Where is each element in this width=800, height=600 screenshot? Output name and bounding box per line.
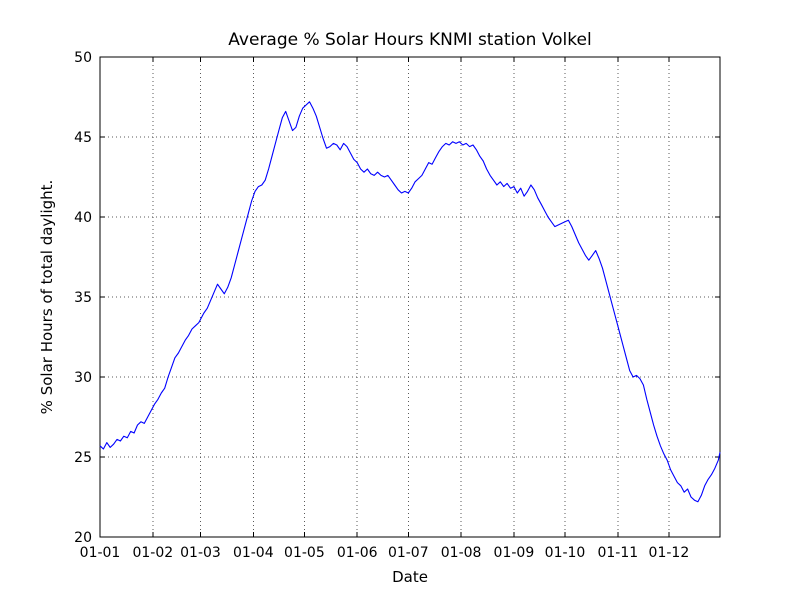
x-tick-label: 01-07 — [388, 545, 429, 561]
y-tick-label: 40 — [74, 210, 92, 226]
x-tick-label: 01-03 — [180, 545, 221, 561]
x-tick-label: 01-09 — [494, 545, 535, 561]
y-tick-label: 50 — [74, 50, 92, 66]
x-tick-label: 01-06 — [337, 545, 378, 561]
y-tick-label: 25 — [74, 450, 92, 466]
x-tick-label: 01-01 — [80, 545, 121, 561]
y-tick-label: 30 — [74, 370, 92, 386]
y-axis-label: % Solar Hours of total daylight. — [38, 179, 56, 415]
x-axis-label: Date — [392, 568, 428, 586]
data-line — [99, 101, 721, 503]
x-tick-label: 01-11 — [597, 545, 638, 561]
x-tick-label: 01-04 — [233, 545, 274, 561]
y-tick-label: 35 — [74, 290, 92, 306]
x-tick-label: 01-02 — [132, 545, 173, 561]
x-tick-label: 01-05 — [284, 545, 325, 561]
x-tick-label: 01-12 — [649, 545, 690, 561]
y-tick-label: 45 — [74, 130, 92, 146]
x-tick-label: 01-10 — [545, 545, 586, 561]
chart-title: Average % Solar Hours KNMI station Volke… — [228, 30, 592, 50]
x-tick-label: 01-08 — [441, 545, 482, 561]
y-tick-label: 20 — [74, 530, 92, 546]
